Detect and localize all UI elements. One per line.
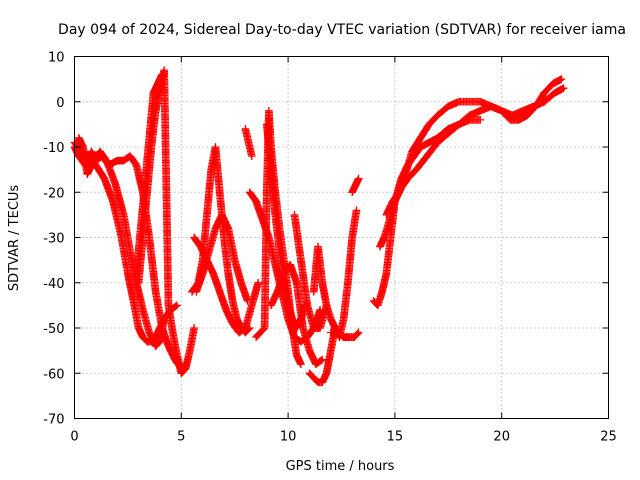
series-track-8 [192,211,252,305]
x-tick-label: 0 [70,430,78,445]
y-tick-label: -50 [43,322,64,337]
data-point-markers [382,75,566,219]
y-tick-label: 0 [56,96,64,111]
series-track-18 [348,174,363,197]
x-tick-label: 25 [600,430,617,445]
series-track-3 [74,134,181,350]
tick-layer: 0 5 10 15 20 25 10 0 -10 -20 -30 -40 -50 -60 -70 [43,51,617,445]
y-tick-label: -70 [43,413,64,428]
data-point-markers [309,206,361,341]
data-point-markers [267,260,327,369]
y-tick-label: -30 [43,232,64,247]
x-tick-label: 15 [387,430,404,445]
chart-title: Day 094 of 2024, Sidereal Day-to-day VTE… [58,22,626,38]
series-track-9 [241,125,256,160]
data-point-markers [74,134,181,350]
series-track-14 [290,211,331,332]
y-tick-label: 10 [48,51,65,66]
y-axis-label: SDTVAR / TECUs [7,185,22,292]
data-point-markers [326,328,363,341]
data-point-markers [348,174,363,197]
series-track-17 [326,328,363,341]
series-track-7 [190,233,263,337]
data-point-markers [190,233,263,337]
y-tick-label: -60 [43,367,64,382]
y-tick-label: -10 [43,141,64,156]
series-track-16 [309,206,361,341]
y-tick-label: -40 [43,277,64,292]
series-track-13 [267,260,327,369]
x-axis-label: GPS time / hours [286,459,395,474]
x-tick-label: 5 [177,430,185,445]
y-tick-label: -20 [43,186,64,201]
series-track-21 [382,75,566,219]
data-point-markers [132,70,166,278]
data-layer [70,66,568,387]
series-track-5 [132,70,166,278]
data-point-markers [241,125,256,160]
x-tick-label: 10 [280,430,297,445]
data-point-markers [192,211,252,305]
data-point-markers [290,211,331,332]
x-tick-label: 20 [493,430,510,445]
